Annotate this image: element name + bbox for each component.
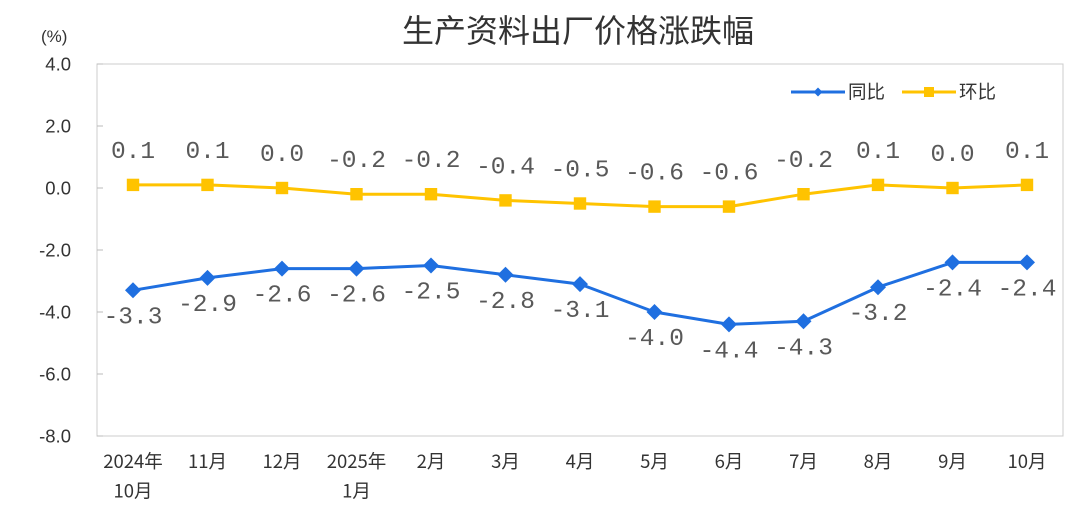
svg-text:2025年: 2025年 xyxy=(327,448,387,474)
svg-text:-0.6: -0.6 xyxy=(700,161,759,188)
svg-text:10月: 10月 xyxy=(1007,448,1046,474)
svg-text:0.1: 0.1 xyxy=(185,139,229,166)
svg-text:-2.5: -2.5 xyxy=(402,280,461,307)
svg-text:-0.4: -0.4 xyxy=(476,154,535,181)
svg-text:-0.2: -0.2 xyxy=(402,148,461,175)
svg-text:-2.4: -2.4 xyxy=(923,276,982,303)
svg-text:-2.9: -2.9 xyxy=(178,292,237,319)
svg-text:生产资料出厂价格涨跌幅: 生产资料出厂价格涨跌幅 xyxy=(402,6,754,52)
svg-text:-2.4: -2.4 xyxy=(998,276,1057,303)
svg-text:0.0: 0.0 xyxy=(930,142,974,169)
svg-text:-0.2: -0.2 xyxy=(327,148,386,175)
svg-text:-8.0: -8.0 xyxy=(39,426,71,447)
svg-text:2024年: 2024年 xyxy=(103,448,163,474)
svg-text:-6.0: -6.0 xyxy=(39,364,71,385)
svg-text:-2.0: -2.0 xyxy=(39,240,71,261)
svg-text:0.1: 0.1 xyxy=(1005,139,1049,166)
svg-text:12月: 12月 xyxy=(262,448,301,474)
svg-text:5月: 5月 xyxy=(640,448,669,474)
svg-text:-3.3: -3.3 xyxy=(104,304,163,331)
svg-text:-0.2: -0.2 xyxy=(774,148,833,175)
svg-text:-2.6: -2.6 xyxy=(327,283,386,310)
svg-text:6月: 6月 xyxy=(715,448,744,474)
svg-text:1月: 1月 xyxy=(342,478,371,504)
svg-text:0.0: 0.0 xyxy=(45,178,71,199)
svg-text:同比: 同比 xyxy=(848,79,885,105)
svg-text:环比: 环比 xyxy=(959,79,996,105)
svg-text:11月: 11月 xyxy=(188,448,227,474)
svg-text:-2.8: -2.8 xyxy=(476,289,535,316)
svg-text:2月: 2月 xyxy=(417,448,446,474)
svg-text:8月: 8月 xyxy=(864,448,893,474)
svg-text:10月: 10月 xyxy=(113,478,152,504)
svg-text:7月: 7月 xyxy=(789,448,818,474)
svg-text:-2.6: -2.6 xyxy=(253,283,312,310)
svg-text:4月: 4月 xyxy=(566,448,595,474)
svg-text:(%): (%) xyxy=(41,27,67,46)
svg-text:9月: 9月 xyxy=(938,448,967,474)
svg-text:0.0: 0.0 xyxy=(260,142,304,169)
svg-text:-4.0: -4.0 xyxy=(625,326,684,353)
svg-text:2.0: 2.0 xyxy=(45,116,71,137)
svg-text:-0.6: -0.6 xyxy=(625,161,684,188)
svg-text:-4.3: -4.3 xyxy=(774,335,833,362)
svg-text:4.0: 4.0 xyxy=(45,54,71,75)
svg-text:0.1: 0.1 xyxy=(111,139,155,166)
svg-text:3月: 3月 xyxy=(491,448,520,474)
svg-text:-4.0: -4.0 xyxy=(39,302,71,323)
svg-text:0.1: 0.1 xyxy=(856,139,900,166)
svg-text:-3.2: -3.2 xyxy=(849,301,908,328)
svg-text:-4.4: -4.4 xyxy=(700,338,759,365)
svg-text:-3.1: -3.1 xyxy=(551,298,610,325)
svg-text:-0.5: -0.5 xyxy=(551,158,610,185)
